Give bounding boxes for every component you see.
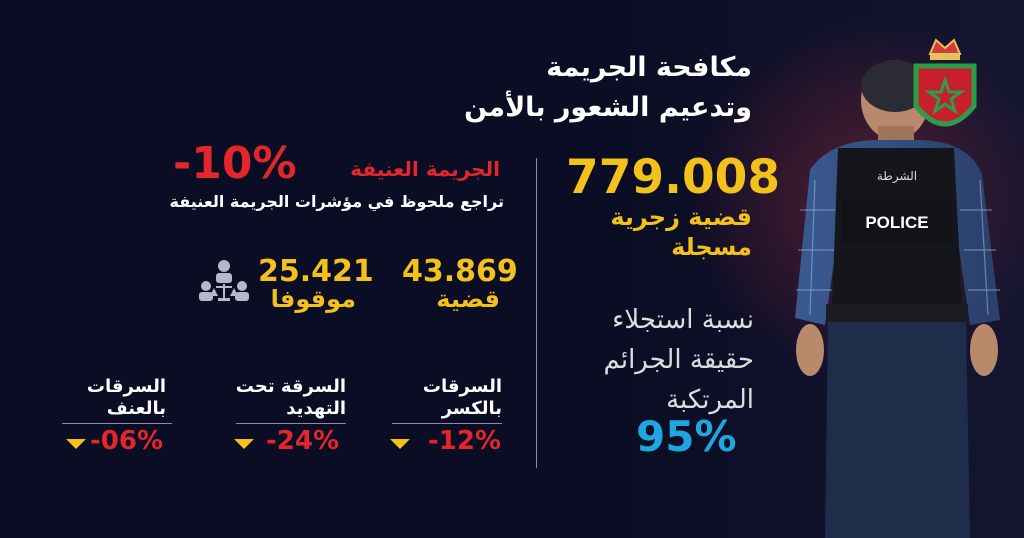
category-threat-change: -24%: [266, 426, 340, 456]
category-break-in-line-1: السرقات: [422, 376, 502, 397]
category-threat-line-2: التهديد: [286, 398, 346, 419]
category-break-in-divider: [392, 423, 502, 424]
arrested-label: موقوفا: [270, 285, 356, 313]
cases-value: 43.869: [402, 254, 518, 289]
category-break-in-line-2: بالكسر: [441, 398, 502, 419]
category-threat-divider: [236, 423, 346, 424]
category-threat-line-1: السرقة تحت: [235, 376, 346, 397]
vertical-divider: [536, 158, 537, 468]
response-rate-line-1: نسبة استجلاء: [612, 305, 754, 335]
police-officer-image: POLICE الشرطة: [795, 60, 1000, 538]
title-line-1: مكافحة الجريمة: [546, 52, 752, 83]
total-cases-label: قضية زجرية مسجلة: [610, 202, 752, 262]
police-vest-text: POLICE: [865, 213, 928, 232]
category-break-in-change: -12%: [428, 426, 502, 456]
category-threat-label: السرقة تحت التهديد: [236, 376, 346, 420]
category-violence-change: -06%: [90, 426, 164, 456]
down-arrow-icon: [234, 439, 254, 449]
down-arrow-icon: [66, 439, 86, 449]
violent-crime-label: الجريمة العنيفة: [350, 157, 500, 181]
national-security-emblem-icon: [913, 38, 977, 127]
category-violence-label: السرقات بالعنف: [87, 376, 166, 420]
arrested-value: 25.421: [258, 254, 374, 289]
down-arrow-icon: [390, 439, 410, 449]
response-rate-line-3: المرتكبة: [666, 385, 754, 415]
category-violence-line-1: السرقات: [86, 376, 166, 397]
title-line-2: وتدعيم الشعور بالأمن: [464, 92, 752, 123]
category-violence-divider: [62, 423, 172, 424]
svg-text:الشرطة: الشرطة: [877, 169, 917, 184]
violent-crime-subtitle: تراجع ملحوظ في مؤشرات الجريمة العنيفة: [169, 192, 504, 211]
arrested-people-icon: [199, 260, 249, 301]
cases-label: قضية: [436, 285, 500, 313]
page-title: مكافحة الجريمة وتدعيم الشعور بالأمن: [464, 48, 752, 128]
response-rate-label: نسبة استجلاء حقيقة الجرائم المرتكبة: [604, 300, 754, 420]
total-cases-label-line-2: مسجلة: [671, 233, 752, 261]
total-cases-label-line-1: قضية زجرية: [610, 203, 752, 231]
response-rate-value: 95%: [636, 412, 737, 461]
category-break-in-label: السرقات بالكسر: [423, 376, 502, 420]
category-violence-line-2: بالعنف: [106, 398, 166, 419]
violent-crime-change: -10%: [173, 138, 297, 189]
response-rate-line-2: حقيقة الجرائم: [603, 345, 754, 375]
total-cases-value: 779.008: [566, 150, 781, 205]
